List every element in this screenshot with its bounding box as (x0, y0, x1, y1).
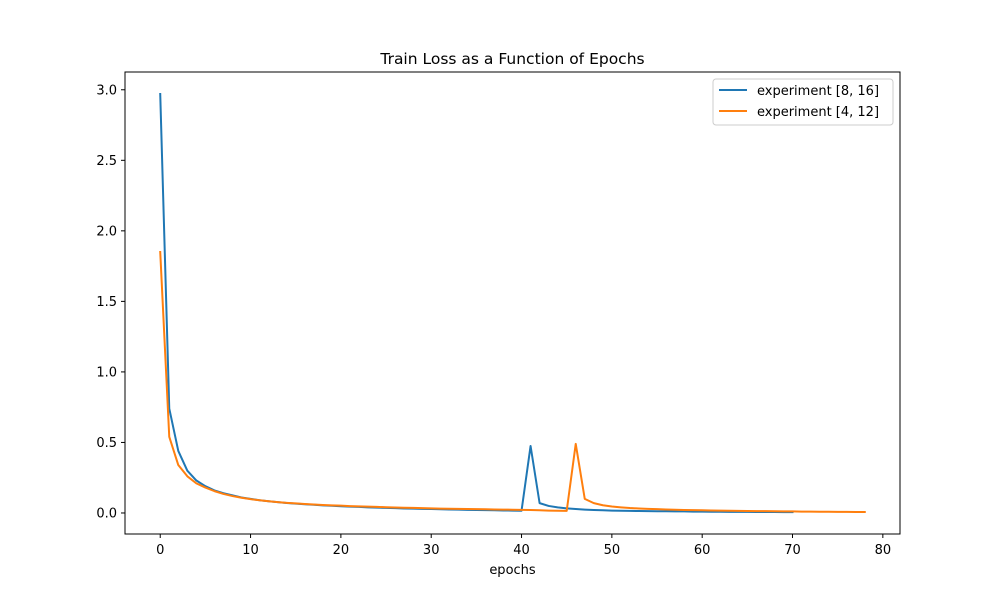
x-tick-label: 80 (875, 543, 892, 558)
y-tick-label: 0.5 (96, 436, 117, 451)
y-tick-label: 1.0 (96, 365, 117, 380)
plot-area (124, 71, 901, 535)
x-tick-label: 50 (604, 543, 621, 558)
legend-box (712, 78, 894, 126)
x-tick-label: 20 (333, 543, 350, 558)
y-axis: 0.0 0.5 1.0 1.5 2.0 2.5 3.0 (96, 83, 125, 521)
y-tick-label: 0.0 (96, 506, 117, 521)
x-tick-label: 60 (694, 543, 711, 558)
x-tick-label: 30 (423, 543, 440, 558)
legend-label-series-1: experiment [8, 16] (757, 84, 879, 99)
x-axis-label: epochs (489, 563, 536, 578)
x-tick-label: 0 (156, 543, 164, 558)
x-tick-label: 10 (242, 543, 259, 558)
x-tick-label: 70 (784, 543, 801, 558)
plot-area-frame (124, 71, 901, 535)
x-tick-label: 40 (513, 543, 530, 558)
series-lines (159, 92, 866, 514)
legend: experiment [8, 16] experiment [4, 12] (712, 78, 894, 126)
x-axis: 0 10 20 30 40 50 60 70 80 (156, 534, 891, 558)
y-tick-label: 2.0 (96, 224, 117, 239)
y-tick-label: 2.5 (96, 154, 117, 169)
legend-label-series-2: experiment [4, 12] (757, 105, 879, 120)
chart-title: Train Loss as a Function of Epochs (379, 50, 644, 68)
y-tick-label: 1.5 (96, 295, 117, 310)
y-tick-label: 3.0 (96, 83, 117, 98)
series-line-2 (159, 250, 866, 513)
